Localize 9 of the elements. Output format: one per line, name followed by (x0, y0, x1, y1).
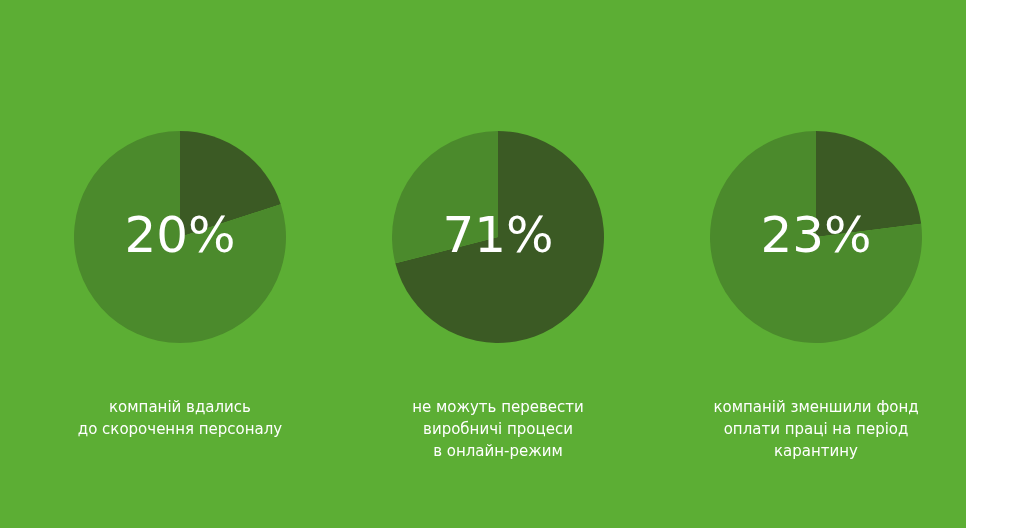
pie-slice (74, 131, 286, 343)
text: не можуть перевести виробничі процеси в онлайн-режим (412, 398, 584, 460)
data-label: 71% (442, 206, 554, 264)
pie-slice (395, 131, 604, 343)
text: компаній зменшили фонд оплати праці на період карантину (713, 398, 919, 460)
text: компаній вдались до скорочення персоналу (77, 398, 283, 438)
pie-slice (710, 131, 922, 343)
data-label: 23% (760, 206, 872, 264)
data-label: 20% (124, 206, 236, 264)
